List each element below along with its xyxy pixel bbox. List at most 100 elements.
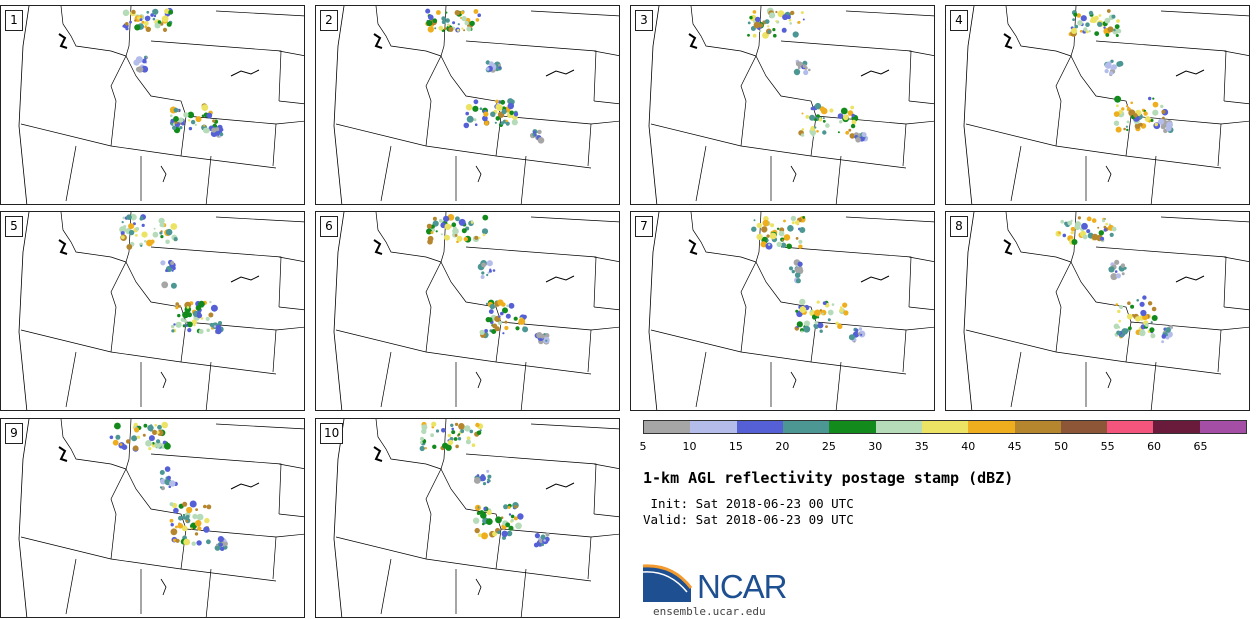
reflectivity-echo xyxy=(780,242,787,248)
reflectivity-echo xyxy=(486,469,490,473)
reflectivity-echo xyxy=(1154,122,1158,127)
reflectivity-echo xyxy=(810,126,816,131)
reflectivity-echo xyxy=(848,128,852,132)
reflectivity-echo xyxy=(161,281,169,289)
reflectivity-map xyxy=(648,212,934,410)
reflectivity-echo xyxy=(494,121,497,124)
reflectivity-echo xyxy=(753,219,756,222)
reflectivity-echo xyxy=(1152,109,1159,116)
reflectivity-echo xyxy=(172,125,177,130)
reflectivity-echo xyxy=(438,218,443,223)
reflectivity-echo xyxy=(492,323,498,329)
reflectivity-echo xyxy=(156,439,161,444)
reflectivity-echo xyxy=(434,27,437,30)
reflectivity-echo xyxy=(445,11,448,14)
reflectivity-echo xyxy=(850,123,856,129)
reflectivity-echo xyxy=(800,11,804,15)
ensemble-member-panel: 1 xyxy=(0,5,305,205)
reflectivity-map xyxy=(963,212,1249,410)
reflectivity-echo xyxy=(1121,107,1125,111)
reflectivity-echo xyxy=(466,26,472,32)
reflectivity-map xyxy=(18,419,304,617)
reflectivity-echo xyxy=(1070,226,1076,232)
reflectivity-echo xyxy=(475,422,480,428)
reflectivity-echo xyxy=(843,310,849,316)
reflectivity-echo xyxy=(178,515,183,521)
reflectivity-echo xyxy=(173,237,178,242)
reflectivity-echo xyxy=(217,536,224,543)
reflectivity-echo xyxy=(200,317,204,320)
reflectivity-echo xyxy=(481,532,488,540)
reflectivity-echo xyxy=(215,327,222,335)
reflectivity-echo xyxy=(776,227,780,230)
reflectivity-echo xyxy=(203,526,210,533)
reflectivity-echo xyxy=(811,134,815,137)
reflectivity-echo xyxy=(147,424,154,432)
reflectivity-echo xyxy=(752,10,757,14)
reflectivity-echo xyxy=(760,241,767,248)
colorbar-ticks: 5 10 15 20 25 30 35 40 45 50 55 60 65 xyxy=(640,440,1247,454)
reflectivity-map xyxy=(18,6,304,204)
reflectivity-echo xyxy=(159,486,163,489)
reflectivity-echo xyxy=(783,234,791,241)
reflectivity-echo xyxy=(1133,113,1138,118)
reflectivity-echo xyxy=(427,235,434,242)
reflectivity-echo xyxy=(850,105,855,110)
reflectivity-echo xyxy=(473,118,477,122)
reflectivity-echo xyxy=(759,23,764,28)
reflectivity-echo xyxy=(187,321,193,328)
reflectivity-echo xyxy=(447,433,452,438)
reflectivity-echo xyxy=(816,316,820,319)
reflectivity-echo xyxy=(1085,22,1090,28)
reflectivity-echo xyxy=(448,27,454,32)
reflectivity-echo xyxy=(775,10,778,14)
reflectivity-echo xyxy=(456,235,463,242)
reflectivity-echo xyxy=(463,122,470,129)
reflectivity-echo xyxy=(219,132,224,137)
reflectivity-echo xyxy=(1067,220,1073,226)
reflectivity-echo xyxy=(120,231,125,236)
reflectivity-echo xyxy=(136,435,141,439)
reflectivity-echo xyxy=(800,330,803,333)
reflectivity-echo xyxy=(206,328,210,333)
reflectivity-echo xyxy=(1103,26,1106,29)
reflectivity-echo xyxy=(486,260,493,267)
reflectivity-echo xyxy=(756,233,763,241)
reflectivity-echo xyxy=(487,317,493,323)
colorbar-tick-label: 50 xyxy=(1054,440,1069,453)
reflectivity-echo xyxy=(487,478,490,481)
reflectivity-echo xyxy=(156,431,160,434)
reflectivity-echo xyxy=(454,234,458,237)
reflectivity-echo xyxy=(482,522,485,526)
reflectivity-echo xyxy=(1165,335,1170,340)
reflectivity-echo xyxy=(160,230,163,233)
reflectivity-echo xyxy=(814,321,818,325)
reflectivity-echo xyxy=(483,111,489,117)
reflectivity-echo xyxy=(474,235,479,240)
colorbar-segment xyxy=(736,421,783,433)
member-number-label: 8 xyxy=(950,216,968,237)
reflectivity-echo xyxy=(1115,273,1121,279)
reflectivity-echo xyxy=(835,321,839,325)
reflectivity-echo xyxy=(534,533,540,539)
colorbar-segment xyxy=(782,421,830,433)
reflectivity-echo xyxy=(796,321,803,328)
reflectivity-echo xyxy=(797,261,803,267)
reflectivity-echo xyxy=(1086,216,1092,222)
reflectivity-echo xyxy=(485,302,489,306)
reflectivity-echo xyxy=(1148,120,1151,123)
reflectivity-echo xyxy=(211,127,217,133)
reflectivity-echo xyxy=(1116,330,1121,335)
reflectivity-echo xyxy=(184,306,192,313)
reflectivity-echo xyxy=(479,510,484,515)
reflectivity-echo xyxy=(148,447,152,451)
reflectivity-echo xyxy=(820,107,828,115)
reflectivity-echo xyxy=(1123,127,1126,131)
reflectivity-echo xyxy=(465,111,469,116)
member-number-label: 3 xyxy=(635,10,653,31)
reflectivity-echo xyxy=(441,20,446,25)
reflectivity-echo xyxy=(447,214,455,221)
colorbar-segment xyxy=(644,421,691,433)
reflectivity-echo xyxy=(497,299,504,306)
reflectivity-echo xyxy=(128,229,135,236)
